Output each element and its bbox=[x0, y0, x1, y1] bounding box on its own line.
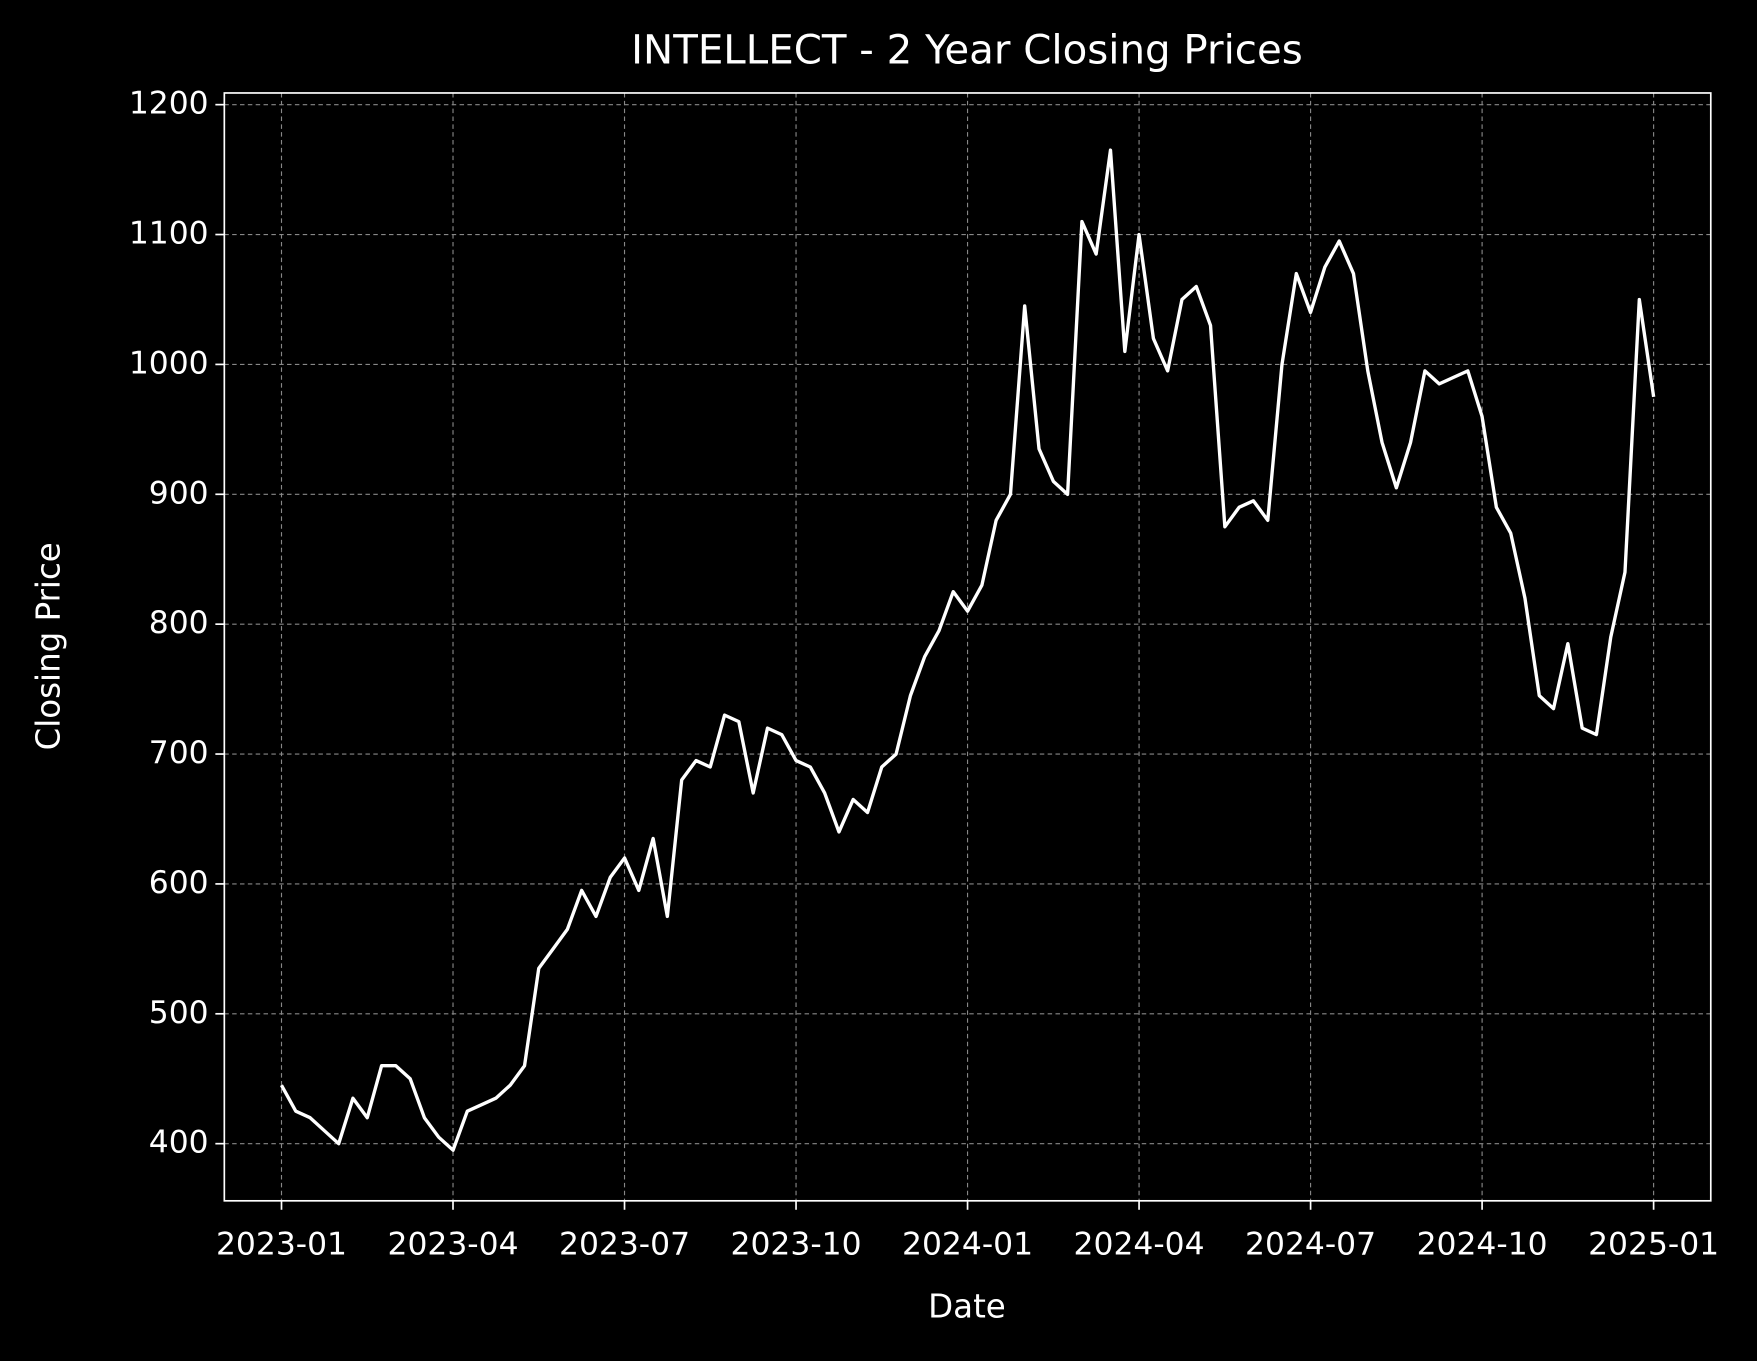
y-tick-label: 1200 bbox=[129, 86, 209, 122]
plot-frame bbox=[223, 92, 1712, 1202]
y-tick-label: 900 bbox=[149, 475, 209, 511]
y-axis-label: Closing Price bbox=[30, 542, 68, 750]
y-tick-label: 700 bbox=[149, 735, 209, 771]
x-tick-label: 2024-01 bbox=[902, 1227, 1033, 1263]
y-tick-label: 800 bbox=[149, 605, 209, 641]
x-tick-label: 2023-04 bbox=[387, 1227, 518, 1263]
x-tick-label: 2023-07 bbox=[559, 1227, 690, 1263]
y-tick-label: 1000 bbox=[129, 345, 209, 381]
x-axis-label: Date bbox=[928, 1287, 1006, 1325]
chart-title: INTELLECT - 2 Year Closing Prices bbox=[631, 27, 1303, 74]
x-tick-label: 2025-01 bbox=[1588, 1227, 1719, 1263]
x-tick-label: 2024-07 bbox=[1245, 1227, 1376, 1263]
price-line bbox=[279, 148, 1656, 1152]
y-tick-label: 600 bbox=[149, 865, 209, 901]
x-tick-label: 2023-01 bbox=[216, 1227, 347, 1263]
x-tick-label: 2023-10 bbox=[731, 1227, 862, 1263]
y-tick-label: 500 bbox=[149, 995, 209, 1031]
y-tick-label: 400 bbox=[149, 1125, 209, 1161]
y-tick-label: 1100 bbox=[129, 216, 209, 252]
x-tick-label: 2024-04 bbox=[1074, 1227, 1205, 1263]
x-tick-label: 2024-10 bbox=[1417, 1227, 1548, 1263]
